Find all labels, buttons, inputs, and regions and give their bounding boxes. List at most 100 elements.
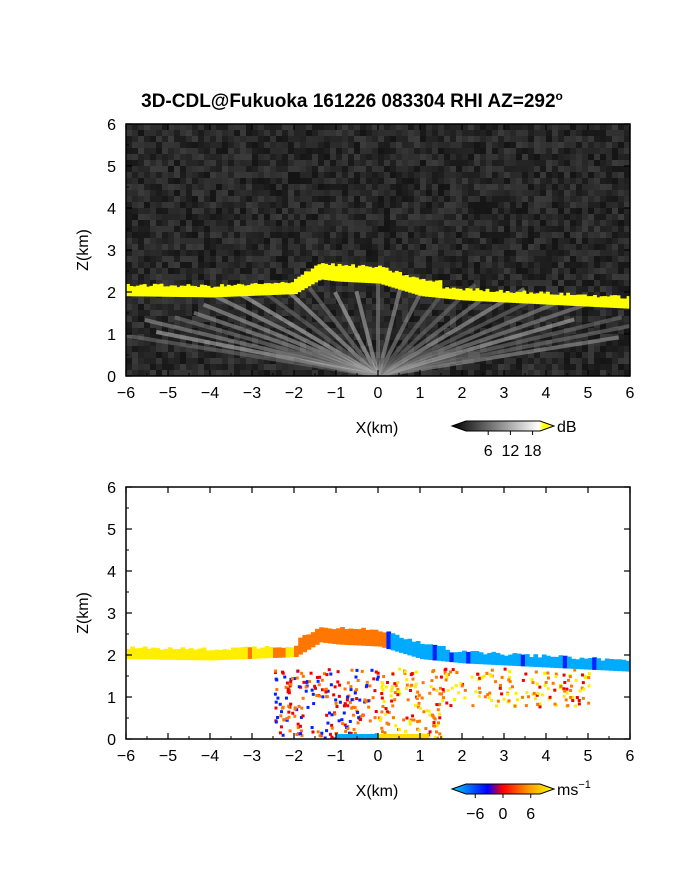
snr-cell	[264, 250, 270, 256]
snr-cell	[408, 244, 414, 250]
snr-cell	[420, 226, 426, 232]
snr-cell	[372, 334, 378, 340]
snr-cell	[384, 160, 390, 166]
snr-cell	[186, 190, 192, 196]
snr-cell	[618, 352, 624, 358]
snr-cell	[534, 136, 540, 142]
snr-cell	[318, 250, 324, 256]
snr-cell	[342, 370, 348, 376]
snr-cell	[396, 262, 402, 268]
snr-cell	[456, 208, 462, 214]
snr-cell	[144, 250, 150, 256]
velocity-cell	[604, 658, 610, 671]
snr-cell	[198, 160, 204, 166]
snr-cell	[240, 148, 246, 154]
snr-cell	[486, 274, 492, 280]
velocity-scatter	[306, 705, 310, 709]
velocity-scatter	[391, 704, 395, 708]
snr-cell	[582, 226, 588, 232]
snr-cell	[282, 166, 288, 172]
snr-cell	[408, 166, 414, 172]
snr-cell	[606, 172, 612, 178]
snr-cell	[564, 358, 570, 364]
snr-cell	[222, 214, 228, 220]
snr-cell	[282, 250, 288, 256]
snr-cell	[486, 130, 492, 136]
snr-cell	[222, 124, 228, 130]
snr-cell	[438, 262, 444, 268]
snr-cell	[558, 304, 564, 310]
snr-cell	[414, 226, 420, 232]
snr-cell	[528, 370, 534, 376]
snr-cell	[282, 184, 288, 190]
snr-cloud-cell	[421, 278, 426, 297]
snr-cell	[294, 292, 300, 298]
snr-cell	[606, 196, 612, 202]
snr-cell	[294, 172, 300, 178]
snr-cell	[210, 358, 216, 364]
snr-cell	[156, 268, 162, 274]
snr-cell	[390, 178, 396, 184]
snr-cell	[180, 154, 186, 160]
snr-cell	[384, 214, 390, 220]
velocity-scatter	[486, 693, 490, 697]
snr-cell	[426, 238, 432, 244]
snr-cell	[258, 238, 264, 244]
x-tick-label: 3	[500, 748, 509, 765]
snr-cell	[546, 226, 552, 232]
velocity-scatter	[278, 731, 282, 735]
snr-cell	[126, 196, 132, 202]
snr-cell	[588, 148, 594, 154]
snr-cell	[288, 262, 294, 268]
snr-cell	[426, 226, 432, 232]
velocity-scatter	[328, 732, 332, 736]
snr-cell	[552, 370, 558, 376]
snr-cell	[564, 316, 570, 322]
velocity-scatter	[337, 719, 341, 723]
snr-cell	[246, 262, 252, 268]
snr-cell	[252, 370, 258, 376]
velocity-scatter	[562, 673, 566, 677]
velocity-colorbar-ticks: −6 0 6	[466, 794, 535, 823]
snr-cell	[144, 160, 150, 166]
snr-cell	[486, 310, 492, 316]
snr-cell	[438, 220, 444, 226]
snr-cell	[504, 370, 510, 376]
snr-cell	[354, 136, 360, 142]
velocity-cell	[520, 654, 526, 667]
snr-cell	[480, 244, 486, 250]
velocity-scatter	[274, 720, 278, 724]
snr-cell	[342, 148, 348, 154]
velocity-scatter	[318, 694, 322, 698]
snr-cell	[552, 232, 558, 238]
snr-cell	[444, 130, 450, 136]
snr-cell	[522, 166, 528, 172]
snr-cell	[288, 250, 294, 256]
snr-cloud-cell	[509, 292, 513, 303]
snr-cell	[294, 256, 300, 262]
snr-cell	[528, 124, 534, 130]
snr-cell	[138, 232, 144, 238]
snr-cell	[468, 250, 474, 256]
velocity-cell	[151, 647, 156, 660]
snr-cell	[540, 352, 546, 358]
snr-cell	[480, 142, 486, 148]
snr-cell	[522, 142, 528, 148]
snr-cell	[624, 286, 630, 292]
snr-cell	[486, 256, 492, 262]
snr-cell	[180, 352, 186, 358]
snr-cell	[270, 280, 276, 286]
snr-cell	[330, 196, 336, 202]
snr-cell	[474, 304, 480, 310]
snr-cell	[528, 130, 534, 136]
velocity-scatter	[536, 702, 540, 706]
snr-cell	[528, 208, 534, 214]
snr-cell	[540, 232, 546, 238]
snr-cell	[426, 268, 432, 274]
snr-cell	[480, 268, 486, 274]
snr-cell	[342, 304, 348, 310]
snr-cell	[390, 160, 396, 166]
snr-cell	[168, 202, 174, 208]
velocity-scatter	[540, 693, 544, 697]
snr-beam	[376, 294, 489, 376]
